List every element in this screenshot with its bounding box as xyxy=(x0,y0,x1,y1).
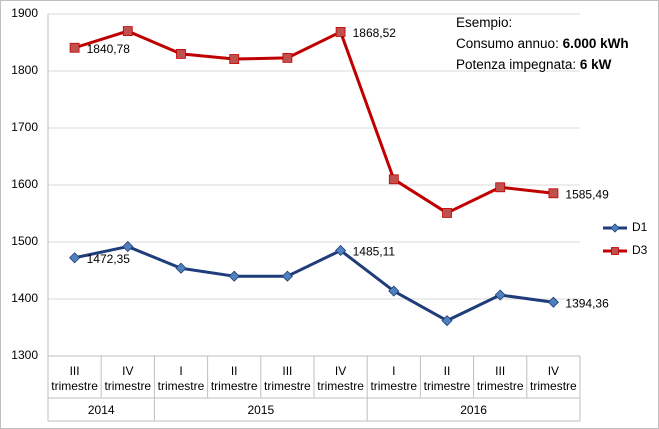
marker xyxy=(122,240,134,253)
y-tick-label: 1500 xyxy=(11,234,38,248)
x-tick-label: IV trimestre xyxy=(317,364,364,393)
legend-label: D1 xyxy=(632,220,648,234)
y-tick-label: 1800 xyxy=(11,63,38,77)
x-tick-label: III trimestre xyxy=(51,364,98,393)
data-label: 1840,78 xyxy=(87,42,131,56)
annotation-line: Potenza impegnata: 6 kW xyxy=(456,54,629,75)
marker xyxy=(335,27,346,37)
group-label: 2014 xyxy=(88,403,115,417)
marker xyxy=(175,262,187,274)
data-label: 1472,35 xyxy=(87,252,131,266)
annotation-line: Consumo annuo: 6.000 kWh xyxy=(456,33,629,54)
x-tick-label: II trimestre xyxy=(423,364,471,393)
data-label: 1868,52 xyxy=(353,26,397,40)
marker xyxy=(442,208,452,218)
y-tick-label: 1700 xyxy=(11,120,38,134)
marker xyxy=(176,49,186,59)
marker xyxy=(547,296,559,308)
x-tick-label: I trimestre xyxy=(157,364,205,393)
annotation-title: Esempio: xyxy=(456,15,513,30)
x-tick-label: IV trimestre xyxy=(104,364,152,393)
data-label: 1394,36 xyxy=(565,296,609,310)
annotation-text: Consumo annuo: xyxy=(456,36,563,51)
marker xyxy=(69,252,81,264)
marker xyxy=(388,174,399,185)
x-tick-label: II trimestre xyxy=(210,364,258,393)
marker xyxy=(69,42,80,53)
data-label: 1485,11 xyxy=(353,245,396,259)
x-tick-label: IV trimestre xyxy=(530,364,577,393)
marker xyxy=(281,270,293,282)
legend-label: D3 xyxy=(632,243,648,257)
y-tick-label: 1600 xyxy=(11,177,38,191)
data-label: 1585,49 xyxy=(565,187,609,201)
marker xyxy=(335,244,347,257)
group-label: 2015 xyxy=(247,403,274,417)
annotation-bold: 6 kW xyxy=(579,57,612,72)
x-tick-label: III trimestre xyxy=(476,364,524,393)
legend-marker xyxy=(610,223,620,233)
marker xyxy=(228,270,240,282)
annotation-bold: 6.000 kWh xyxy=(562,36,629,51)
y-tick-label: 1400 xyxy=(11,291,38,305)
marker xyxy=(229,54,240,64)
marker xyxy=(441,315,453,327)
annotation-text: Potenza impegnata: xyxy=(456,57,580,72)
marker xyxy=(494,289,506,301)
marker xyxy=(282,52,293,63)
annotation: Esempio: Consumo annuo: 6.000 kWh Potenz… xyxy=(456,12,629,75)
group-label: 2016 xyxy=(460,403,487,417)
marker xyxy=(388,285,400,297)
y-tick-label: 1300 xyxy=(11,348,38,362)
x-tick-label: I trimestre xyxy=(370,364,418,393)
y-tick-label: 1900 xyxy=(11,6,38,20)
x-tick-label: III trimestre xyxy=(264,364,311,393)
legend-marker xyxy=(611,247,619,255)
marker xyxy=(495,182,506,193)
marker xyxy=(548,188,559,199)
series-line xyxy=(74,29,554,215)
series-line xyxy=(74,245,554,323)
marker xyxy=(122,26,133,37)
